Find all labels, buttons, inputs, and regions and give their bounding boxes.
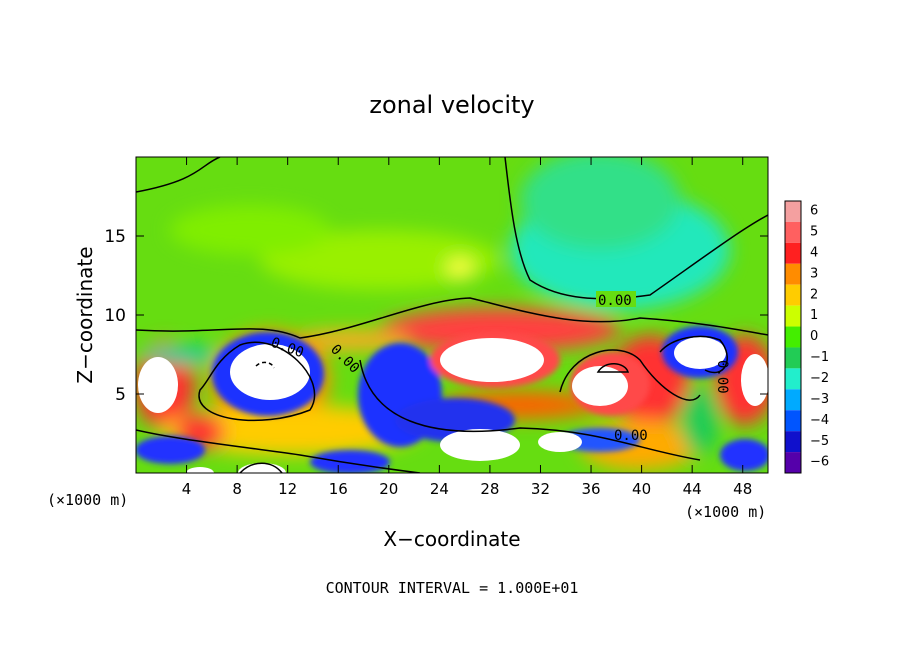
contour-line <box>359 359 701 461</box>
contour-line <box>239 462 283 473</box>
contour-line <box>596 363 630 373</box>
x-axis-label: X−coordinate <box>383 527 520 551</box>
colorbar-frame <box>784 200 802 474</box>
colorbar-swatch <box>785 221 801 243</box>
contour-label: 0.00 <box>614 428 648 444</box>
colorbar-label: 1 <box>810 308 818 323</box>
colorbar-swatch <box>785 368 801 390</box>
colorbar-swatch <box>785 326 801 348</box>
x-tick-label: 16 <box>329 480 348 498</box>
x-tick-label: 32 <box>531 480 550 498</box>
colorbar-label: 6 <box>810 204 818 219</box>
y-tick-label: 5 <box>115 385 126 405</box>
colorbar-swatch <box>785 242 801 264</box>
x-tick-label: 4 <box>182 480 192 498</box>
field-region <box>680 385 720 455</box>
contour-line <box>136 429 421 473</box>
contour-line <box>504 157 768 300</box>
x-tick-label: 28 <box>480 480 499 498</box>
contour-label: 0.00 <box>714 360 730 394</box>
colorbar-label: 0 <box>810 329 818 344</box>
field-region <box>310 450 390 473</box>
x-tick-label: 20 <box>379 480 398 498</box>
x-tick-label: 40 <box>632 480 651 498</box>
colorbar-swatch <box>785 284 801 306</box>
colorbar-label: −2 <box>810 371 829 386</box>
colorbar-label: −4 <box>810 413 829 428</box>
x-unit-right: (×1000 m) <box>685 503 766 521</box>
colorbar-swatch <box>785 410 801 432</box>
contour-line <box>255 361 275 369</box>
contour-line <box>136 297 768 339</box>
colorbar-swatch <box>785 389 801 411</box>
x-unit-left: (×1000 m) <box>47 491 128 509</box>
colorbar-swatch <box>785 305 801 327</box>
x-tick-label: 36 <box>581 480 600 498</box>
contour-line <box>659 335 728 374</box>
field-region <box>446 258 474 278</box>
colorbar-label: −1 <box>810 350 829 365</box>
colorbar-label: 4 <box>810 245 818 260</box>
field-region <box>520 157 680 250</box>
colorbar-swatch <box>785 263 801 285</box>
y-axis: 5 10 15 <box>104 227 768 405</box>
x-tick-label: 44 <box>683 480 702 498</box>
field-region <box>741 354 768 406</box>
contour-line <box>198 341 316 422</box>
contour-label-bg <box>596 291 636 307</box>
field-region <box>136 436 205 464</box>
zero-contours <box>136 157 768 473</box>
field-region <box>440 338 544 382</box>
field-region <box>674 337 726 369</box>
colorbar-swatch <box>785 347 801 369</box>
colorbar-label: −3 <box>810 392 829 407</box>
colorbar-label: 5 <box>810 225 818 240</box>
x-tick-label: 12 <box>278 480 297 498</box>
field-region <box>720 439 768 471</box>
field-region <box>572 366 628 406</box>
x-tick-label: 24 <box>430 480 449 498</box>
field-region <box>230 344 310 400</box>
heatmap-field: 0.00 0.00 0.00 0.00 0.00 <box>136 157 768 473</box>
x-axis: 4 8 12 16 20 24 28 32 36 40 44 48 <box>182 157 752 498</box>
contour-label: 0.00 <box>598 293 632 309</box>
x-tick-label: 48 <box>733 480 752 498</box>
chart-title: zonal velocity <box>369 91 534 119</box>
colorbar: 6 5 4 3 2 1 0 −1 −2 −3 −4 −5 −6 <box>784 200 829 474</box>
y-axis-label: Z−coordinate <box>73 246 97 383</box>
colorbar-swatch <box>785 201 801 222</box>
x-tick-label: 8 <box>232 480 242 498</box>
colorbar-swatch <box>785 452 801 473</box>
y-tick-label: 10 <box>104 306 126 326</box>
colorbar-label: 3 <box>810 266 818 281</box>
field-region <box>440 429 520 461</box>
colorbar-label: 2 <box>810 287 818 302</box>
contour-line <box>559 349 701 401</box>
field-region <box>538 432 582 452</box>
footer-contour-interval: CONTOUR INTERVAL = 1.000E+01 <box>326 579 579 597</box>
colorbar-label: −6 <box>810 455 829 470</box>
field-region <box>260 230 500 290</box>
field-region <box>170 205 330 255</box>
y-tick-label: 15 <box>104 227 126 247</box>
contour-line <box>136 157 221 193</box>
field-region <box>138 357 178 413</box>
colorbar-swatch <box>785 431 801 453</box>
colorbar-label: −5 <box>810 434 829 449</box>
field-saturated-regions <box>138 337 768 473</box>
field-region <box>186 467 214 473</box>
